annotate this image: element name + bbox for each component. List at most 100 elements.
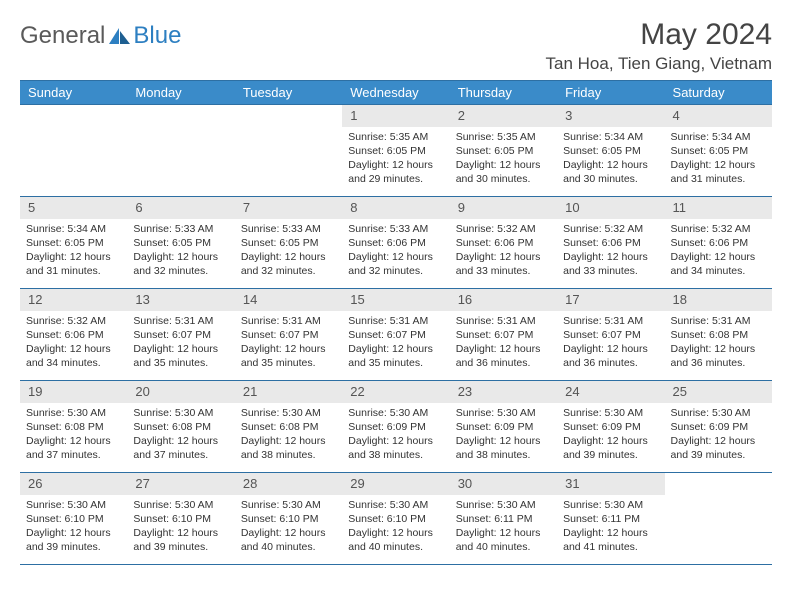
calendar-cell: 6Sunrise: 5:33 AMSunset: 6:05 PMDaylight… — [127, 197, 234, 289]
day-content: Sunrise: 5:30 AMSunset: 6:09 PMDaylight:… — [342, 403, 449, 465]
daylight-line: Daylight: 12 hours and 33 minutes. — [456, 250, 551, 278]
sunrise-line: Sunrise: 5:30 AM — [671, 406, 766, 420]
daylight-line: Daylight: 12 hours and 38 minutes. — [348, 434, 443, 462]
sunset-line: Sunset: 6:07 PM — [133, 328, 228, 342]
day-content: Sunrise: 5:30 AMSunset: 6:08 PMDaylight:… — [127, 403, 234, 465]
calendar-cell: 5Sunrise: 5:34 AMSunset: 6:05 PMDaylight… — [20, 197, 127, 289]
weekday-header: Thursday — [450, 81, 557, 105]
day-number: 8 — [342, 197, 449, 219]
calendar-cell: 19Sunrise: 5:30 AMSunset: 6:08 PMDayligh… — [20, 381, 127, 473]
day-number: 10 — [557, 197, 664, 219]
sunset-line: Sunset: 6:07 PM — [241, 328, 336, 342]
sunset-line: Sunset: 6:09 PM — [563, 420, 658, 434]
calendar-cell: 31Sunrise: 5:30 AMSunset: 6:11 PMDayligh… — [557, 473, 664, 565]
day-number: 1 — [342, 105, 449, 127]
sunrise-line: Sunrise: 5:33 AM — [241, 222, 336, 236]
day-content: Sunrise: 5:30 AMSunset: 6:11 PMDaylight:… — [557, 495, 664, 557]
calendar-cell: 11 Sunrise: 5:32 AMSunset: 6:06 PMDayligh… — [665, 197, 772, 289]
sunrise-line: Sunrise: 5:30 AM — [563, 498, 658, 512]
day-content: Sunrise: 5:30 AMSunset: 6:09 PMDaylight:… — [450, 403, 557, 465]
sunrise-line: Sunrise: 5:31 AM — [133, 314, 228, 328]
weekday-header: Saturday — [665, 81, 772, 105]
daylight-line: Daylight: 12 hours and 39 minutes. — [26, 526, 121, 554]
brand-sail-icon — [109, 28, 131, 44]
calendar-cell: 15Sunrise: 5:31 AMSunset: 6:07 PMDayligh… — [342, 289, 449, 381]
day-number: 16 — [450, 289, 557, 311]
day-content: Sunrise: 5:30 AMSunset: 6:10 PMDaylight:… — [127, 495, 234, 557]
calendar-cell: 4Sunrise: 5:34 AMSunset: 6:05 PMDaylight… — [665, 105, 772, 197]
sunrise-line: Sunrise: 5:33 AM — [348, 222, 443, 236]
calendar-cell: 13Sunrise: 5:31 AMSunset: 6:07 PMDayligh… — [127, 289, 234, 381]
daylight-line: Daylight: 12 hours and 31 minutes. — [26, 250, 121, 278]
brand-logo: General Blue — [20, 22, 181, 50]
month-title: May 2024 — [546, 18, 773, 52]
sunrise-line: Sunrise: 5:30 AM — [26, 406, 121, 420]
sunset-line: Sunset: 6:07 PM — [348, 328, 443, 342]
day-number: 12 — [20, 289, 127, 311]
daylight-line: Daylight: 12 hours and 39 minutes. — [133, 526, 228, 554]
sunset-line: Sunset: 6:05 PM — [348, 144, 443, 158]
sunset-line: Sunset: 6:05 PM — [563, 144, 658, 158]
day-number: 15 — [342, 289, 449, 311]
day-content: Sunrise: 5:30 AMSunset: 6:10 PMDaylight:… — [342, 495, 449, 557]
brand-text-blue: Blue — [133, 22, 181, 50]
sunset-line: Sunset: 6:09 PM — [348, 420, 443, 434]
day-number: 19 — [20, 381, 127, 403]
day-content: Sunrise: 5:31 AMSunset: 6:07 PMDaylight:… — [127, 311, 234, 373]
day-number: 22 — [342, 381, 449, 403]
day-content: Sunrise: 5:30 AMSunset: 6:10 PMDaylight:… — [20, 495, 127, 557]
day-number: 4 — [665, 105, 772, 127]
daylight-line: Daylight: 12 hours and 35 minutes. — [133, 342, 228, 370]
sunrise-line: Sunrise: 5:30 AM — [241, 406, 336, 420]
sunrise-line: Sunrise: 5:31 AM — [671, 314, 766, 328]
calendar-row: 19Sunrise: 5:30 AMSunset: 6:08 PMDayligh… — [20, 381, 772, 473]
sunset-line: Sunset: 6:05 PM — [671, 144, 766, 158]
daylight-line: Daylight: 12 hours and 34 minutes. — [671, 250, 766, 278]
calendar-cell-empty — [665, 473, 772, 565]
calendar-cell: 1Sunrise: 5:35 AMSunset: 6:05 PMDaylight… — [342, 105, 449, 197]
sunset-line: Sunset: 6:05 PM — [241, 236, 336, 250]
sunrise-line: Sunrise: 5:30 AM — [563, 406, 658, 420]
location-text: Tan Hoa, Tien Giang, Vietnam — [546, 54, 773, 74]
calendar-cell: 24Sunrise: 5:30 AMSunset: 6:09 PMDayligh… — [557, 381, 664, 473]
calendar-cell: 10Sunrise: 5:32 AMSunset: 6:06 PMDayligh… — [557, 197, 664, 289]
calendar-cell: 28Sunrise: 5:30 AMSunset: 6:10 PMDayligh… — [235, 473, 342, 565]
weekday-header: Monday — [127, 81, 234, 105]
daylight-line: Daylight: 12 hours and 37 minutes. — [133, 434, 228, 462]
day-number: 30 — [450, 473, 557, 495]
sunset-line: Sunset: 6:11 PM — [563, 512, 658, 526]
sunset-line: Sunset: 6:06 PM — [26, 328, 121, 342]
day-number: 27 — [127, 473, 234, 495]
sunrise-line: Sunrise: 5:30 AM — [133, 406, 228, 420]
daylight-line: Daylight: 12 hours and 34 minutes. — [26, 342, 121, 370]
daylight-line: Daylight: 12 hours and 37 minutes. — [26, 434, 121, 462]
day-content: Sunrise: 5:34 AMSunset: 6:05 PMDaylight:… — [20, 219, 127, 281]
sunset-line: Sunset: 6:06 PM — [671, 236, 766, 250]
sunrise-line: Sunrise: 5:31 AM — [456, 314, 551, 328]
day-number: 11 — [665, 197, 772, 219]
calendar-header-row: SundayMondayTuesdayWednesdayThursdayFrid… — [20, 81, 772, 105]
calendar-cell: 17Sunrise: 5:31 AMSunset: 6:07 PMDayligh… — [557, 289, 664, 381]
sunset-line: Sunset: 6:09 PM — [671, 420, 766, 434]
sunset-line: Sunset: 6:08 PM — [133, 420, 228, 434]
sunrise-line: Sunrise: 5:32 AM — [26, 314, 121, 328]
calendar-cell: 3Sunrise: 5:34 AMSunset: 6:05 PMDaylight… — [557, 105, 664, 197]
sunrise-line: Sunrise: 5:32 AM — [671, 222, 766, 236]
day-content: Sunrise: 5:35 AMSunset: 6:05 PMDaylight:… — [450, 127, 557, 189]
calendar-row: 12Sunrise: 5:32 AMSunset: 6:06 PMDayligh… — [20, 289, 772, 381]
sunset-line: Sunset: 6:10 PM — [348, 512, 443, 526]
day-number: 28 — [235, 473, 342, 495]
calendar-cell: 25Sunrise: 5:30 AMSunset: 6:09 PMDayligh… — [665, 381, 772, 473]
day-number: 29 — [342, 473, 449, 495]
day-number: 6 — [127, 197, 234, 219]
sunset-line: Sunset: 6:06 PM — [348, 236, 443, 250]
sunrise-line: Sunrise: 5:30 AM — [348, 406, 443, 420]
day-number: 2 — [450, 105, 557, 127]
daylight-line: Daylight: 12 hours and 30 minutes. — [563, 158, 658, 186]
day-content: Sunrise: 5:30 AMSunset: 6:10 PMDaylight:… — [235, 495, 342, 557]
sunrise-line: Sunrise: 5:30 AM — [348, 498, 443, 512]
calendar-cell: 22Sunrise: 5:30 AMSunset: 6:09 PMDayligh… — [342, 381, 449, 473]
day-content: Sunrise: 5:33 AMSunset: 6:06 PMDaylight:… — [342, 219, 449, 281]
daylight-line: Daylight: 12 hours and 29 minutes. — [348, 158, 443, 186]
calendar-cell: 16Sunrise: 5:31 AMSunset: 6:07 PMDayligh… — [450, 289, 557, 381]
